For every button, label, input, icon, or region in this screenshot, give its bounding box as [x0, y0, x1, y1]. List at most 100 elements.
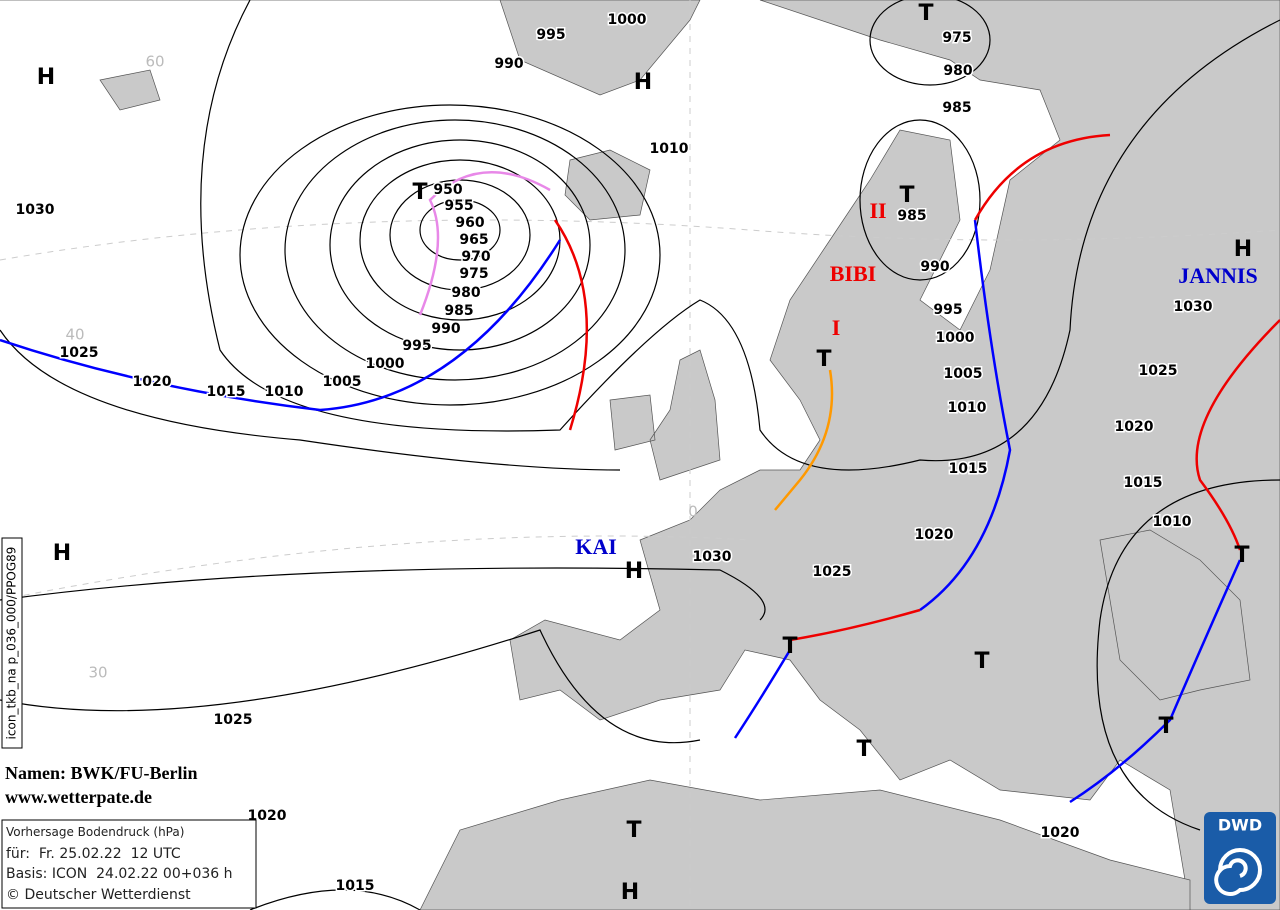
- isobar-label: 990: [494, 56, 523, 72]
- isobar-label: 955: [444, 198, 473, 214]
- isobar-label: 995: [933, 302, 962, 318]
- isobar: [0, 629, 701, 744]
- isobar-label: 1025: [214, 712, 253, 728]
- cold-front: [0, 239, 562, 412]
- pressure-center: H: [621, 880, 639, 905]
- isobar-label: 1020: [915, 527, 954, 543]
- pressure-center: T: [1158, 714, 1173, 739]
- isobar-label: 1030: [16, 202, 55, 218]
- isobar-label: 1020: [1041, 825, 1080, 841]
- trough: [774, 369, 834, 511]
- isobar-label: 965: [459, 232, 488, 248]
- grid-label: 30: [88, 664, 107, 682]
- system-name: I: [832, 315, 841, 340]
- system-name: II: [869, 198, 886, 223]
- info-basis: Basis: ICON 24.02.22 00+036 h: [6, 866, 233, 882]
- isobar-1015: [200, 0, 1280, 471]
- isobar-label: 1030: [1174, 299, 1213, 315]
- pressure-center: H: [1234, 237, 1252, 262]
- isobar-label: 995: [536, 27, 565, 43]
- isobar-label: 1015: [336, 878, 375, 894]
- isobar-label: 985: [897, 208, 926, 224]
- pressure-center: T: [816, 347, 831, 372]
- info-box: [1, 819, 257, 909]
- side-label-box: [1, 537, 23, 749]
- isobar: [239, 104, 661, 406]
- info-copyright: © Deutscher Wetterdienst: [6, 887, 191, 903]
- pressure-center: H: [634, 70, 652, 95]
- pressure-center: T: [1234, 543, 1249, 568]
- isobar-label: 1010: [650, 141, 689, 157]
- pressure-center: T: [856, 737, 871, 762]
- isobar-label: 1025: [1139, 363, 1178, 379]
- occluded-front: [418, 171, 551, 316]
- logo-swirl: [1214, 848, 1262, 896]
- isobar: [419, 199, 501, 261]
- isobar-label: 960: [455, 215, 484, 231]
- pressure-center: T: [918, 1, 933, 26]
- isobar-label: 1000: [936, 330, 975, 346]
- isobar-label: 1010: [265, 384, 304, 400]
- cold-front: [1069, 559, 1242, 804]
- isobar-label: 980: [451, 285, 480, 301]
- isobar-label: 1000: [366, 356, 405, 372]
- isobar-label: 1020: [1115, 419, 1154, 435]
- isobar-label: 1010: [1153, 514, 1192, 530]
- isobar-label: 990: [431, 321, 460, 337]
- isobar-label: 950: [433, 182, 462, 198]
- warm-front: [1195, 319, 1280, 551]
- pressure-center: T: [974, 649, 989, 674]
- isobar-label: 975: [459, 266, 488, 282]
- cold-front: [733, 649, 792, 739]
- isobar-label: 1020: [133, 374, 172, 390]
- isobar: [284, 119, 626, 381]
- grid-label: 0: [688, 503, 698, 521]
- graticule-line: [0, 219, 1280, 261]
- system-name: JANNIS: [1178, 263, 1257, 288]
- warm-front: [553, 219, 589, 431]
- isobar-label: 995: [402, 338, 431, 354]
- pressure-center: H: [53, 541, 71, 566]
- isobar-label: 985: [444, 303, 473, 319]
- system-name: BIBI: [830, 261, 876, 286]
- pressure-center: H: [625, 559, 643, 584]
- info-title: Vorhersage Bodendruck (hPa): [6, 825, 184, 839]
- graticule-line: [0, 535, 751, 601]
- isobar: [0, 567, 766, 621]
- pressure-center: T: [626, 818, 641, 843]
- isobar: [859, 119, 981, 281]
- isobar-label: 1015: [207, 384, 246, 400]
- info-valid: für: Fr. 25.02.22 12 UTC: [6, 846, 181, 862]
- logo-text: DWD: [1218, 816, 1262, 835]
- warm-front: [789, 608, 921, 642]
- isobar-label: 1015: [949, 461, 988, 477]
- isobar-label: 990: [920, 259, 949, 275]
- africa: [419, 779, 1191, 910]
- warm-front: [973, 133, 1111, 221]
- isobar-label: 1020: [248, 808, 287, 824]
- system-name: KAI: [575, 534, 617, 559]
- isobar-label: 1015: [1124, 475, 1163, 491]
- cold-front: [919, 219, 1012, 612]
- labels: 1030995990100010109509559609659709759809…: [14, 1, 1258, 905]
- pressure-center: T: [412, 180, 427, 205]
- black-sea-region: [1099, 529, 1251, 701]
- isobar-label: 1025: [60, 345, 99, 361]
- credit: www.wetterpate.de: [5, 787, 152, 807]
- isobar: [869, 0, 991, 86]
- greenland: [0, 0, 701, 111]
- pressure-center: H: [37, 65, 55, 90]
- isobar: [1096, 479, 1280, 831]
- isobar-label: 1025: [813, 564, 852, 580]
- isobar-label: 975: [942, 30, 971, 46]
- isobar-label: 1030: [693, 549, 732, 565]
- isobar-label: 985: [942, 100, 971, 116]
- isobar: [0, 329, 621, 471]
- isobar-label: 1005: [323, 374, 362, 390]
- fronts: [0, 133, 1280, 804]
- pressure-center: T: [899, 183, 914, 208]
